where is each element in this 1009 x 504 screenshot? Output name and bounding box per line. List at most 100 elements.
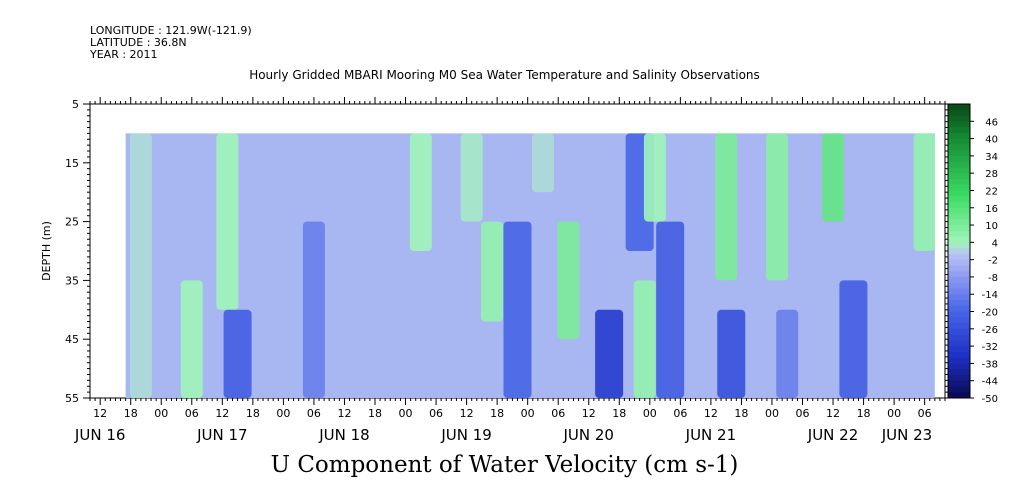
colorbar-swatch xyxy=(948,305,970,313)
colorbar-swatch xyxy=(948,213,970,220)
colorbar-swatch xyxy=(948,132,970,140)
colorbar-swatch xyxy=(948,167,970,174)
hour-tick-label: 06 xyxy=(429,407,443,420)
colorbar-swatch xyxy=(948,259,970,266)
heatmap-field xyxy=(125,133,935,398)
colorbar-swatch xyxy=(948,340,970,347)
hour-tick-label: 06 xyxy=(673,407,687,420)
colorbar-label: -50 xyxy=(982,394,998,405)
heatmap-feature xyxy=(302,221,325,398)
colorbar-swatch xyxy=(948,109,970,117)
heatmap-feature xyxy=(715,133,738,281)
hour-tick-label: 12 xyxy=(704,407,718,420)
day-label: JUN 23 xyxy=(881,426,932,444)
colorbar-swatch xyxy=(948,236,970,243)
day-label: JUN 18 xyxy=(318,426,369,444)
colorbar-swatch xyxy=(948,178,970,186)
hour-tick-label: 12 xyxy=(582,407,596,420)
colorbar-label: 28 xyxy=(985,169,998,180)
heatmap-feature xyxy=(595,309,624,398)
hour-tick-label: 12 xyxy=(337,407,351,420)
colorbar-swatch xyxy=(948,282,970,289)
colorbar-label: -44 xyxy=(982,377,998,388)
colorbar-frame xyxy=(947,103,971,399)
colorbar-label: 10 xyxy=(985,221,998,232)
colorbar-swatch xyxy=(948,374,970,382)
colorbar-swatch xyxy=(948,230,970,238)
hour-tick-label: 18 xyxy=(734,407,748,420)
colorbar-swatch xyxy=(948,184,970,191)
hour-tick-label: 00 xyxy=(643,407,657,420)
hour-tick-label: 00 xyxy=(521,407,535,420)
hour-tick-label: 12 xyxy=(215,407,229,420)
colorbar-swatch xyxy=(948,150,970,157)
hour-tick-label: 18 xyxy=(124,407,138,420)
heatmap-feature xyxy=(531,133,554,193)
colorbar-swatch xyxy=(948,357,970,364)
hour-tick-label: 18 xyxy=(368,407,382,420)
colorbar-swatch xyxy=(948,386,970,393)
hour-tick-label: 06 xyxy=(185,407,199,420)
colorbar-swatch xyxy=(948,265,970,272)
colorbar-label: -26 xyxy=(982,325,998,336)
colorbar-label: -8 xyxy=(988,273,998,284)
colorbar-swatch xyxy=(948,334,970,341)
colorbar-swatch xyxy=(948,155,970,163)
hour-tick-label: 18 xyxy=(490,407,504,420)
hour-tick-label: 18 xyxy=(612,407,626,420)
colorbar-swatch xyxy=(948,225,970,232)
colorbar-label: 34 xyxy=(985,152,998,163)
colorbar-swatch xyxy=(948,253,970,261)
colorbar-swatch xyxy=(948,138,970,145)
heatmap-feature xyxy=(656,221,685,398)
colorbar-swatch xyxy=(948,380,970,387)
heatmap-feature xyxy=(776,309,799,398)
day-label: JUN 21 xyxy=(685,426,736,444)
y-tick-label: 55 xyxy=(65,392,79,405)
colorbar-swatch xyxy=(948,196,970,203)
heatmap-feature xyxy=(839,280,868,398)
y-tick-label: 35 xyxy=(65,274,79,287)
colorbar-label: -20 xyxy=(982,308,998,319)
colorbar-swatch xyxy=(948,288,970,295)
heatmap-feature xyxy=(633,280,656,398)
y-axis-label: DEPTH (m) xyxy=(40,221,53,281)
hour-tick-label: 12 xyxy=(460,407,474,420)
colorbar-label: 46 xyxy=(985,117,998,128)
heatmap-feature xyxy=(216,133,239,310)
y-tick-label: 45 xyxy=(65,333,79,346)
heatmap-feature xyxy=(409,133,432,251)
colorbar-swatch xyxy=(948,121,970,128)
colorbar-swatch xyxy=(948,127,970,134)
heatmap-feature xyxy=(822,133,845,222)
heatmap-feature xyxy=(129,133,152,398)
colorbar-swatch xyxy=(948,202,970,209)
colorbar-label: -14 xyxy=(982,290,998,301)
heatmap-feature xyxy=(503,221,532,398)
colorbar-label: -38 xyxy=(982,359,998,370)
year-label: YEAR : 2011 xyxy=(90,48,158,61)
colorbar-label: 22 xyxy=(985,186,998,197)
day-label: JUN 20 xyxy=(563,426,614,444)
heatmap-feature xyxy=(180,280,203,398)
heatmap-feature xyxy=(717,309,746,398)
colorbar-label: -32 xyxy=(982,342,998,353)
heatmap-feature xyxy=(223,309,252,398)
heatmap-feature xyxy=(766,133,789,281)
heatmap-feature xyxy=(481,221,504,322)
hour-tick-label: 00 xyxy=(399,407,413,420)
heatmap-feature xyxy=(643,133,666,222)
chart-caption: U Component of Water Velocity (cm s-1) xyxy=(270,452,739,478)
hour-tick-label: 00 xyxy=(154,407,168,420)
colorbar-label: 16 xyxy=(985,204,998,215)
y-tick-label: 25 xyxy=(65,216,79,229)
axes: 5 15 25 35 45 55 DEPTH (m) 12 18 00 06 12 18 00 06 12 18… xyxy=(40,97,952,444)
colorbar-swatch xyxy=(948,363,970,370)
hour-tick-label: 12 xyxy=(826,407,840,420)
colorbar-swatch xyxy=(948,328,970,336)
heatmap-feature xyxy=(557,221,580,340)
latitude-label: LATITUDE : 36.8N xyxy=(90,36,187,49)
colorbar-swatch xyxy=(948,115,970,122)
day-label: JUN 22 xyxy=(807,426,858,444)
